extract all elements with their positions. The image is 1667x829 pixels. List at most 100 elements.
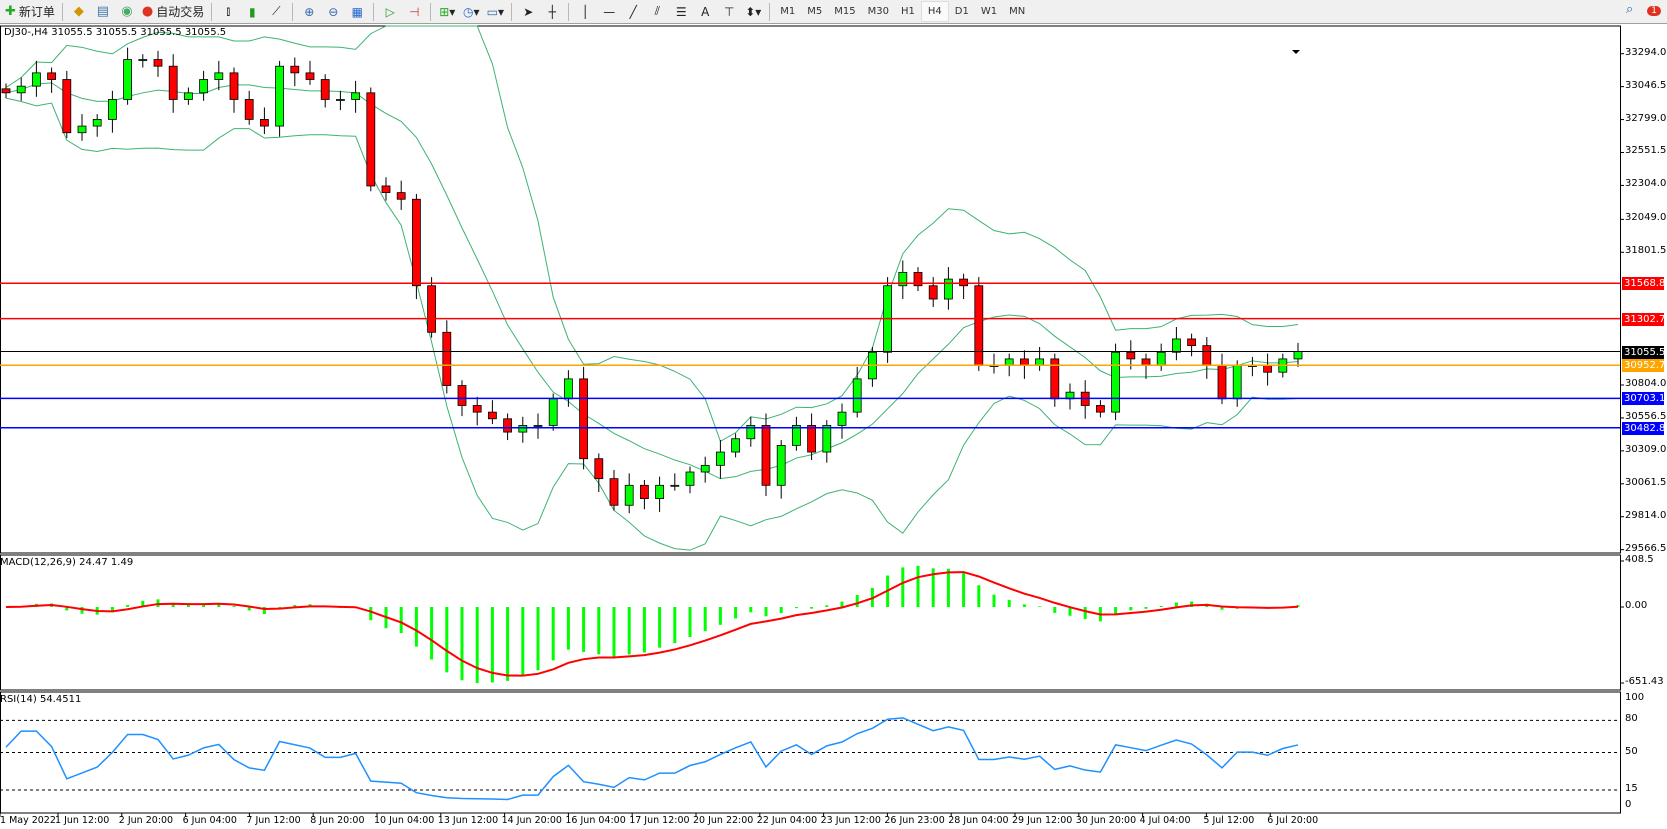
divider: [769, 2, 771, 21]
time-axis-label: 30 Jun 20:00: [1075, 815, 1137, 826]
horizontal-line-icon: —: [603, 4, 616, 19]
signal-icon: ◉: [121, 4, 133, 19]
tile-icon: ▦: [351, 4, 363, 19]
candle-body: [807, 425, 816, 453]
candle-body: [837, 411, 847, 426]
candle-body: [503, 418, 513, 433]
add-indicator-icon: ⊞: [439, 4, 450, 19]
candle-body: [944, 278, 953, 300]
time-axis-label: 20 Jun 22:00: [693, 815, 754, 826]
rsi-axis-label: 15: [1625, 782, 1638, 794]
terminal-button[interactable]: ▤: [91, 1, 115, 22]
timeframe-m15[interactable]: M15: [834, 6, 856, 17]
candle-body: [275, 65, 285, 127]
bar-chart-button[interactable]: ⫾: [216, 1, 240, 22]
text-label-button[interactable]: ⊤: [717, 1, 741, 22]
templates-button[interactable]: ▭ ▾: [486, 4, 504, 19]
candle-body: [716, 451, 725, 466]
price-axis-label: 30556.5: [1625, 410, 1667, 422]
text-icon: A: [701, 4, 710, 19]
zoom-out-icon: ⊖: [328, 4, 339, 19]
fibonacci-icon: ☰: [675, 4, 687, 19]
price-axis-label: 30309.0: [1625, 443, 1667, 455]
history-button[interactable]: ◆: [67, 1, 91, 22]
crosshair-button[interactable]: ┼: [540, 1, 564, 22]
time-axis-label: 8 Jun 20:00: [310, 815, 365, 826]
trendline-button[interactable]: ╱: [621, 1, 645, 22]
candle-body: [62, 79, 72, 134]
zoom-in-button[interactable]: ⊕: [297, 1, 321, 22]
text-button[interactable]: A: [693, 1, 717, 22]
arrows-button[interactable]: ⬍ ▾: [745, 4, 762, 19]
candle-body: [47, 72, 56, 80]
candle-body: [244, 99, 254, 120]
bollinger-lower: [5, 97, 1299, 551]
periods-button[interactable]: ◷ ▾: [463, 4, 480, 19]
price-axis-label: 29814.0: [1625, 509, 1667, 521]
time-axis-label: 28 Jun 04:00: [948, 815, 1009, 826]
zoom-in-icon: ⊕: [304, 4, 315, 19]
bollinger-upper: [5, 25, 1299, 443]
fibonacci-button[interactable]: ☰: [669, 1, 693, 22]
tile-windows-button[interactable]: ▦: [345, 1, 369, 22]
candle-chart-button[interactable]: ▮: [240, 1, 264, 22]
clock-icon: ◷: [463, 4, 474, 19]
candle-body: [928, 285, 938, 300]
candle-body: [351, 92, 361, 100]
candle-body: [564, 378, 573, 400]
auto-scroll-icon: ▷: [385, 4, 395, 19]
candle-body: [1126, 351, 1136, 360]
candle-body: [1096, 405, 1105, 413]
candle-body: [822, 425, 832, 453]
candle-body: [138, 59, 148, 61]
server-icon: ▤: [96, 4, 110, 19]
candle-body: [16, 85, 26, 94]
channel-button[interactable]: ⫽: [645, 1, 669, 22]
time-axis-label: 13 Jun 12:00: [437, 815, 499, 826]
price-chart[interactable]: [0, 24, 1667, 829]
candle-body: [655, 484, 664, 500]
candle-body: [959, 278, 968, 287]
timeframe-m1[interactable]: M1: [780, 6, 796, 17]
timeframe-m30[interactable]: M30: [867, 6, 889, 17]
auto-trading-button[interactable]: ● 自动交易: [141, 4, 205, 19]
auto-scroll-button[interactable]: ▷: [378, 1, 402, 22]
price-axis-label: 31801.5: [1625, 245, 1667, 257]
vertical-line-button[interactable]: │: [573, 1, 597, 22]
cursor-button[interactable]: ➤: [516, 1, 540, 22]
timeframe-h1[interactable]: H1: [901, 6, 915, 17]
chart-shift-button[interactable]: ⊣: [402, 1, 426, 22]
bollinger-middle: [5, 82, 1299, 480]
candle-body: [381, 185, 391, 194]
candle-body: [1156, 351, 1166, 366]
timeframe-w1[interactable]: W1: [980, 6, 998, 17]
candle-body: [123, 59, 132, 100]
candle-body: [761, 425, 771, 486]
timeframe-d1[interactable]: D1: [954, 6, 969, 17]
timeframe-h4[interactable]: H4: [920, 1, 949, 22]
toolbar: ✚ 新订单 ◆ ▤ ◉ ● 自动交易 ⫾ ▮ ⟋ ⊕ ⊖ ▦ ▷ ⊣ ⊞ ▾ ◷ ▾…: [0, 0, 1667, 24]
horizontal-line-button[interactable]: —: [597, 1, 621, 22]
signals-button[interactable]: ◉: [115, 1, 139, 22]
timeframe-mn[interactable]: MN: [1009, 6, 1026, 17]
indicators-button[interactable]: ⊞ ▾: [439, 4, 456, 19]
candle-body: [700, 464, 710, 473]
new-order-button[interactable]: ✚ 新订单: [5, 4, 55, 19]
candle-body: [776, 444, 786, 486]
divider: [211, 2, 213, 21]
candle-body: [290, 65, 300, 74]
right-tools: ⌕ 1: [1626, 2, 1661, 17]
price-axis-label: 30804.0: [1625, 377, 1667, 389]
candle-body: [199, 79, 209, 94]
candlestick-icon: ▮: [248, 4, 256, 19]
line-chart-button[interactable]: ⟋: [264, 1, 288, 22]
time-axis-label: 23 Jun 12:00: [820, 815, 881, 826]
search-icon[interactable]: ⌕: [1625, 2, 1634, 17]
divider: [373, 2, 375, 21]
timeframe-m5[interactable]: M5: [807, 6, 823, 17]
price-axis-label: 32049.0: [1625, 212, 1667, 224]
time-axis-label: 16 Jun 04:00: [565, 815, 626, 826]
notifications-button[interactable]: 1: [1647, 3, 1661, 16]
candle-body: [1232, 365, 1242, 400]
zoom-out-button[interactable]: ⊖: [321, 1, 345, 22]
